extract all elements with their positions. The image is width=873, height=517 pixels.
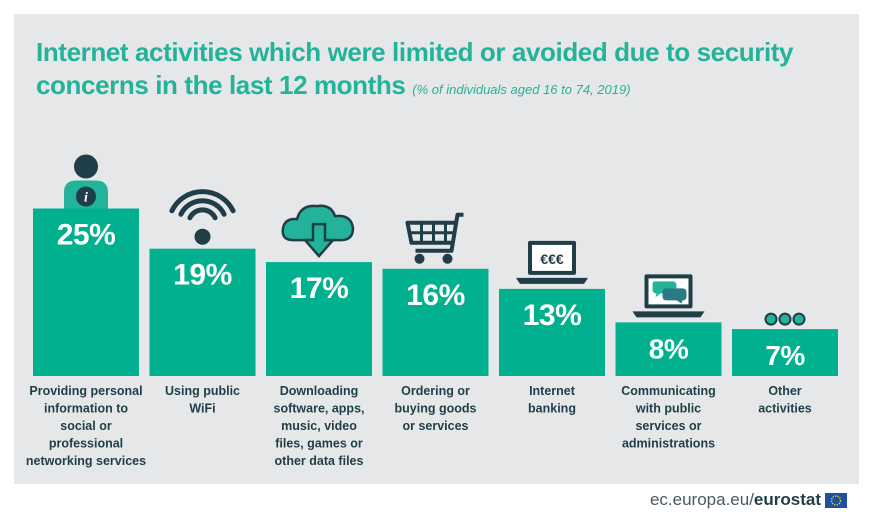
bar [33,208,139,376]
eu-flag-icon [825,492,847,508]
laptop-euro-icon: €€€ [516,240,588,284]
category-label: Downloading software, apps, music, video fi… [274,384,365,468]
category-label: Other activities [758,384,812,416]
bar [266,262,372,376]
category-label: Communicating with public services or admin… [621,384,715,451]
svg-text:€€€: €€€ [540,251,564,267]
footer: ec.europa.eu/eurostat [650,490,847,510]
data-label: 25% [57,219,116,252]
footer-site: ec.europa.eu/ [649,490,754,509]
data-label: 8% [649,333,689,364]
category-label: Providing personal information to social o… [26,384,146,468]
dots-icon [764,312,806,326]
title-text: Internet activities which were limited o… [36,37,794,100]
chart-subtitle: (% of individuals aged 16 to 74, 2019) [412,82,631,97]
bar [382,268,489,376]
bar [499,288,605,376]
data-label: 7% [765,340,805,371]
svg-text:i: i [84,191,88,206]
data-label: 17% [290,272,349,305]
bar [732,329,838,376]
data-label: 13% [523,299,582,332]
category-label: Internet banking [528,384,576,416]
category-label: Ordering or buying goods or services [395,384,477,433]
laptop-chat-icon [632,274,705,318]
cloud-download-icon [281,204,355,258]
person-info-icon: i [64,154,108,209]
bar [615,322,722,376]
footer-brand: eurostat [753,490,821,509]
chart-title: Internet activities which were limited o… [36,36,836,106]
category-label: Using public WiFi [165,384,240,416]
bar [149,248,256,376]
data-label: 16% [406,279,465,312]
data-label: 19% [173,259,232,292]
wifi-icon [169,189,236,245]
shopping-cart-icon [405,212,464,264]
